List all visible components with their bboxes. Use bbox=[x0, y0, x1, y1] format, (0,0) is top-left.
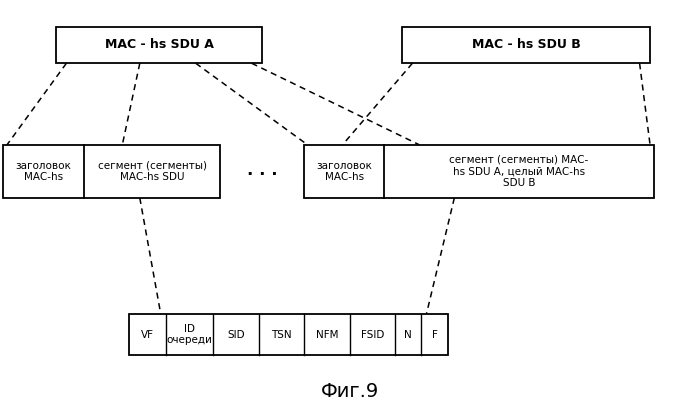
Text: TSN: TSN bbox=[271, 330, 291, 339]
Text: VF: VF bbox=[141, 330, 154, 339]
Text: сегмент (сегменты)
MAC-hs SDU: сегмент (сегменты) MAC-hs SDU bbox=[98, 161, 206, 182]
FancyBboxPatch shape bbox=[129, 314, 448, 355]
Text: SID: SID bbox=[227, 330, 245, 339]
Text: заголовок
MAC-hs: заголовок MAC-hs bbox=[16, 161, 71, 182]
FancyBboxPatch shape bbox=[3, 145, 220, 198]
FancyBboxPatch shape bbox=[304, 145, 654, 198]
Text: ID
очереди: ID очереди bbox=[166, 324, 212, 345]
Text: FSID: FSID bbox=[361, 330, 384, 339]
Text: NFM: NFM bbox=[315, 330, 338, 339]
Text: F: F bbox=[432, 330, 438, 339]
Text: MAC - hs SDU A: MAC - hs SDU A bbox=[105, 38, 213, 51]
Text: Фиг.9: Фиг.9 bbox=[320, 382, 379, 401]
Text: . . .: . . . bbox=[247, 161, 278, 179]
FancyBboxPatch shape bbox=[56, 27, 262, 63]
Text: N: N bbox=[404, 330, 412, 339]
Text: сегмент (сегменты) MAC-
hs SDU A, целый MAC-hs
SDU B: сегмент (сегменты) MAC- hs SDU A, целый … bbox=[449, 155, 589, 188]
Text: заголовок
MAC-hs: заголовок MAC-hs bbox=[317, 161, 372, 182]
Text: MAC - hs SDU B: MAC - hs SDU B bbox=[472, 38, 580, 51]
FancyBboxPatch shape bbox=[402, 27, 650, 63]
